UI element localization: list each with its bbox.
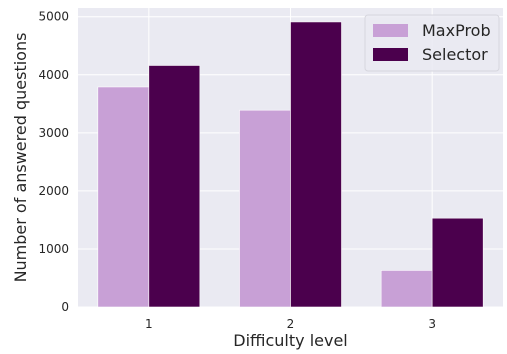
x-tick-label: 3 — [428, 317, 436, 331]
bars — [97, 21, 484, 308]
y-tick-label: 0 — [61, 300, 69, 314]
x-tick-label: 1 — [145, 317, 153, 331]
legend-swatch-selector — [373, 48, 408, 61]
y-axis-label: Number of answered questions — [11, 33, 30, 283]
bar-maxprob-2 — [239, 109, 291, 308]
bar-selector-2 — [290, 21, 342, 308]
legend-label-selector: Selector — [422, 45, 488, 64]
legend-swatch-maxprob — [373, 24, 408, 37]
y-axis-ticks: 0 1000 2000 3000 4000 5000 — [38, 10, 69, 314]
x-axis-ticks: 1 2 3 — [145, 317, 436, 331]
y-tick-label: 5000 — [38, 10, 69, 24]
y-tick-label: 4000 — [38, 68, 69, 82]
legend-label-maxprob: MaxProb — [422, 21, 491, 40]
bar-maxprob-1 — [97, 86, 150, 308]
x-axis-label: Difficulty level — [233, 331, 348, 350]
x-tick-label: 2 — [287, 317, 295, 331]
y-tick-label: 3000 — [38, 126, 69, 140]
bar-maxprob-3 — [380, 270, 433, 308]
bar-selector-1 — [148, 65, 201, 308]
y-tick-label: 1000 — [38, 242, 69, 256]
bar-selector-3 — [431, 217, 484, 308]
y-tick-label: 2000 — [38, 184, 69, 198]
legend: MaxProb Selector — [364, 14, 500, 72]
